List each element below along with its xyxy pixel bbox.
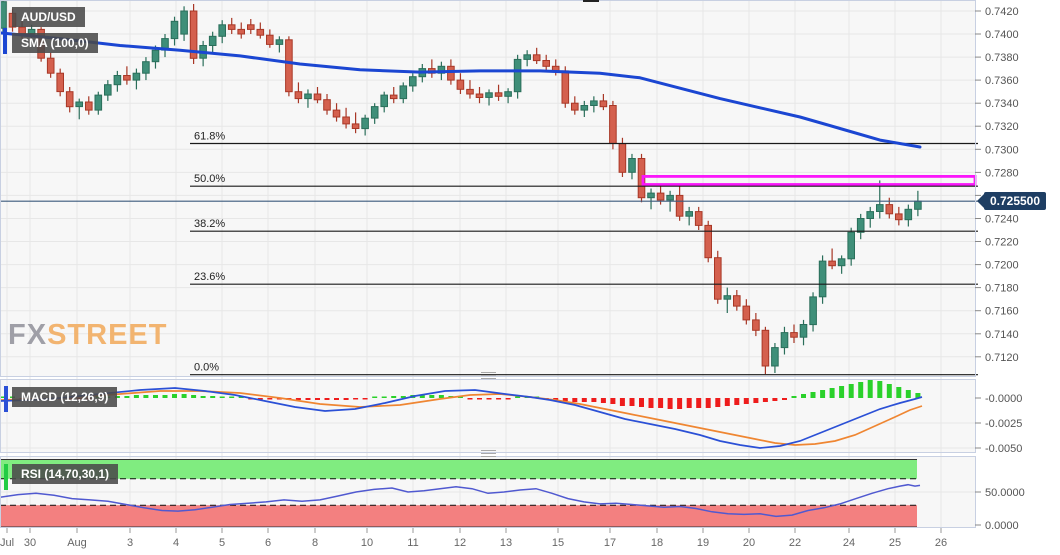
rsi-line (0, 483, 921, 518)
time-axis-label: 13 (500, 537, 512, 549)
time-axis-label: 17 (604, 537, 616, 549)
rsi-indicator-badge: RSI (14,70,30,1) (12, 464, 119, 484)
time-axis-label: 26 (935, 537, 947, 549)
time-axis-label: Aug (67, 537, 87, 549)
fxstreet-watermark: FXSTREET (8, 319, 167, 352)
svg-text:0.7140: 0.7140 (985, 329, 1019, 341)
svg-text:-0.0050: -0.0050 (985, 443, 1022, 455)
time-axis-label: 22 (789, 537, 801, 549)
svg-text:0.7240: 0.7240 (985, 214, 1019, 226)
fxstreet-logo-street: STREET (47, 319, 168, 351)
price-axis[interactable]: 0.7420 0.7400 0.7380 0.7360 0.7340 0.7320 0.73… (975, 6, 1025, 532)
fib-level-label: 38.2% (194, 218, 225, 230)
svg-text:0.7400: 0.7400 (985, 29, 1019, 41)
rsi-bands (0, 459, 917, 528)
sma-line (0, 31, 922, 149)
svg-text:0.7380: 0.7380 (985, 52, 1019, 64)
rsi-color-strip (4, 464, 8, 490)
svg-text:0.7340: 0.7340 (985, 98, 1019, 110)
svg-text:0.7280: 0.7280 (985, 167, 1019, 179)
time-axis-label: 6 (265, 537, 271, 549)
time-axis-label: 12 (454, 537, 466, 549)
current-price-tag: 0.725500 (977, 192, 1046, 210)
fib-level-label: 61.8% (194, 131, 225, 143)
gridlines (0, 1, 975, 528)
svg-text:0.7320: 0.7320 (985, 121, 1019, 133)
sma-color-strip (3, 28, 7, 54)
macd-color-strip (4, 386, 8, 412)
svg-text:0.7420: 0.7420 (985, 6, 1019, 18)
svg-text:50.0000: 50.0000 (985, 487, 1025, 499)
time-axis-label: 10 (361, 537, 373, 549)
time-axis-label: 30 (24, 537, 36, 549)
fib-level-label: 50.0% (194, 173, 225, 185)
symbol-badge: AUD/USD (12, 7, 85, 27)
sma-indicator-badge: SMA (100,0) (12, 33, 98, 53)
fibonacci-levels[interactable]: 61.8% 50.0% 38.2% 23.6% 0.0% (190, 131, 978, 376)
svg-text:0.7200: 0.7200 (985, 260, 1019, 272)
svg-text:0.7220: 0.7220 (985, 237, 1019, 249)
chart-object-anchor (583, 0, 599, 2)
time-axis[interactable]: Jul 30 Aug 3 4 5 6 8 10 11 12 13 15 17 18 19 20 22 24 25 26 (0, 528, 947, 549)
time-axis-label: 5 (219, 537, 225, 549)
svg-text:0.7160: 0.7160 (985, 306, 1019, 318)
svg-text:-0.0025: -0.0025 (985, 418, 1022, 430)
pane-resize-handle-rsi[interactable] (481, 450, 496, 457)
svg-text:0.7360: 0.7360 (985, 75, 1019, 87)
time-axis-label: 11 (407, 537, 418, 549)
svg-text:0.0000: 0.0000 (985, 520, 1019, 532)
time-axis-label: 15 (552, 537, 564, 549)
time-axis-label: 19 (697, 537, 709, 549)
fib-level-label: 23.6% (194, 271, 225, 283)
pane-resize-handle-macd[interactable] (481, 372, 496, 379)
svg-text:0.7180: 0.7180 (985, 283, 1019, 295)
time-axis-label: 20 (743, 537, 755, 549)
fib-level-label: 0.0% (194, 362, 219, 374)
time-axis-label: 3 (127, 537, 133, 549)
time-axis-label: 24 (843, 537, 855, 549)
time-axis-label: 4 (173, 537, 179, 549)
time-axis-label: Jul (0, 537, 14, 549)
macd-lines (0, 387, 923, 449)
macd-indicator-badge: MACD (12,26,9) (12, 387, 118, 407)
time-axis-label: 25 (889, 537, 901, 549)
time-axis-label: 18 (651, 537, 663, 549)
fxstreet-logo-fx: FX (8, 319, 48, 351)
svg-text:0.7120: 0.7120 (985, 352, 1019, 364)
time-axis-label: 8 (312, 537, 318, 549)
svg-text:-0.0000: -0.0000 (985, 393, 1022, 405)
svg-text:0.7300: 0.7300 (985, 144, 1019, 156)
pane-backgrounds (0, 0, 975, 528)
